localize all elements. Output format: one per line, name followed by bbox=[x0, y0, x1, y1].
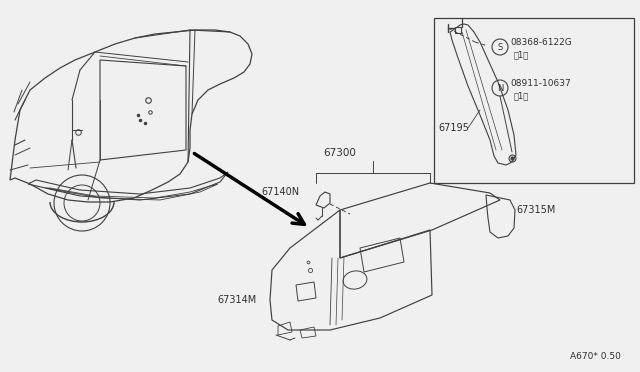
Text: 08368-6122G: 08368-6122G bbox=[510, 38, 572, 46]
Text: N: N bbox=[497, 83, 503, 93]
Text: （1）: （1） bbox=[514, 51, 529, 60]
Text: A670* 0.50: A670* 0.50 bbox=[570, 352, 621, 361]
Text: 67315M: 67315M bbox=[516, 205, 556, 215]
Bar bbox=[434, 18, 634, 183]
Text: 67195: 67195 bbox=[438, 123, 469, 133]
Text: S: S bbox=[497, 42, 502, 51]
Text: 08911-10637: 08911-10637 bbox=[510, 78, 571, 87]
Text: （1）: （1） bbox=[514, 92, 529, 100]
Text: 67314M: 67314M bbox=[218, 295, 257, 305]
Text: 67140N: 67140N bbox=[262, 187, 300, 197]
Text: 67300: 67300 bbox=[324, 148, 356, 158]
